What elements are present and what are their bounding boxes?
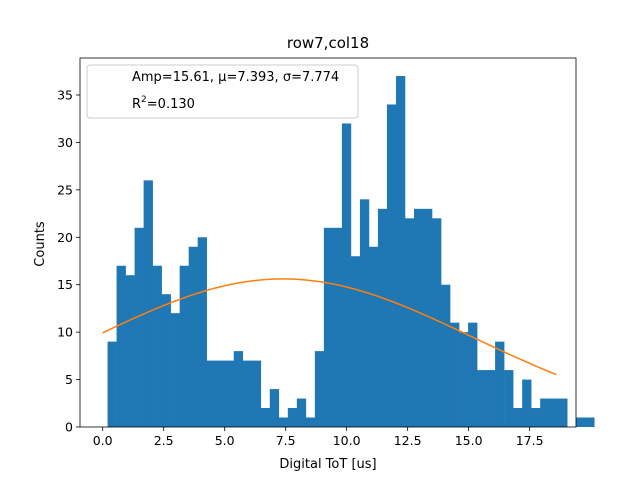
- histogram-bar: [233, 351, 244, 427]
- histogram-bar: [224, 360, 235, 427]
- histogram-bar: [477, 370, 487, 427]
- histogram-bar: [152, 265, 162, 427]
- histogram-bar: [278, 417, 289, 427]
- histogram-bar: [215, 360, 226, 427]
- legend-r2: R2=0.130: [132, 95, 195, 112]
- y-tick-label: 15: [57, 277, 73, 292]
- histogram-bar: [251, 360, 262, 427]
- histogram-bar: [423, 208, 433, 427]
- histogram-bar: [540, 398, 550, 427]
- histogram-bar: [549, 398, 559, 427]
- y-tick-label: 10: [57, 325, 73, 340]
- y-tick-label: 20: [57, 230, 73, 245]
- histogram-bar: [585, 417, 595, 427]
- histogram-bar: [188, 246, 198, 427]
- x-axis-ticks: 0.0 2.5 5.0 7.5 10.0 12.5 15.0 17.5: [93, 427, 544, 448]
- chart-title: row7,col18: [287, 34, 369, 52]
- x-tick-label: 0.0: [93, 433, 113, 448]
- fit-line: [102, 278, 557, 376]
- y-tick-label: 25: [57, 182, 73, 197]
- histogram-bar: [513, 408, 523, 427]
- histogram-bar: [531, 408, 541, 427]
- histogram-bar: [341, 123, 352, 427]
- histogram-bar: [395, 76, 406, 428]
- legend-box: [86, 64, 359, 119]
- x-tick-label: 12.5: [394, 433, 422, 448]
- histogram-bar: [413, 208, 424, 427]
- histogram-bar: [260, 408, 271, 427]
- histogram-bar: [161, 294, 171, 427]
- x-axis-label: Digital ToT [us]: [279, 457, 376, 472]
- histogram-bar: [522, 379, 532, 427]
- histogram-bar: [206, 360, 217, 427]
- histogram-bar: [296, 398, 307, 427]
- histogram-bar: [143, 180, 153, 427]
- histogram-bar: [576, 417, 586, 427]
- histogram-bar: [432, 218, 442, 427]
- x-tick-label: 17.5: [516, 433, 544, 448]
- axes-frame: [79, 57, 577, 428]
- y-tick-label: 30: [57, 135, 73, 150]
- histogram-bar: [314, 351, 325, 427]
- x-tick-label: 2.5: [154, 433, 174, 448]
- histogram-bar: [350, 256, 361, 427]
- axes-spines: [79, 57, 577, 428]
- y-tick-label: 35: [57, 87, 73, 102]
- x-tick-label: 15.0: [455, 433, 483, 448]
- histogram-bar: [134, 227, 144, 427]
- histogram-bar: [332, 227, 343, 427]
- histogram-bar: [197, 237, 207, 427]
- histogram-bar: [377, 208, 388, 427]
- histogram-bar: [504, 370, 514, 427]
- histogram-bar: [116, 265, 126, 427]
- histogram-bar: [287, 408, 298, 427]
- histogram-bar: [459, 332, 469, 427]
- histogram-bar: [450, 322, 460, 427]
- histogram-bar: [305, 417, 316, 427]
- histogram-bar: [495, 341, 505, 427]
- x-tick-label: 10.0: [333, 433, 361, 448]
- gaussian-fit: [102, 278, 557, 376]
- histogram-bar: [125, 275, 135, 427]
- x-tick-label: 7.5: [276, 433, 296, 448]
- histogram-bar: [558, 398, 568, 427]
- y-axis-ticks: 0 5 10 15 20 25 30 35: [57, 87, 80, 435]
- histogram-bar: [386, 104, 397, 427]
- histogram-bar: [468, 322, 478, 427]
- histogram-bar: [323, 227, 334, 427]
- y-tick-label: 5: [65, 372, 73, 387]
- legend: Amp=15.61, μ=7.393, σ=7.774 R2=0.130: [86, 64, 359, 119]
- legend-fit-params: Amp=15.61, μ=7.393, σ=7.774: [132, 70, 339, 85]
- histogram-bar: [359, 199, 370, 427]
- y-axis-label: Counts: [33, 221, 48, 267]
- histogram-bar: [441, 284, 451, 427]
- histogram-bar: [404, 218, 415, 427]
- histogram-bar: [368, 246, 379, 427]
- histogram-bar: [486, 370, 496, 427]
- histogram-bar: [107, 341, 117, 427]
- histogram-bar: [179, 265, 189, 427]
- histogram-bar: [269, 389, 280, 427]
- x-tick-label: 5.0: [215, 433, 235, 448]
- y-tick-label: 0: [65, 420, 73, 435]
- histogram-bar: [170, 313, 180, 427]
- histogram-bar: [242, 360, 253, 427]
- histogram-bars: [107, 76, 595, 428]
